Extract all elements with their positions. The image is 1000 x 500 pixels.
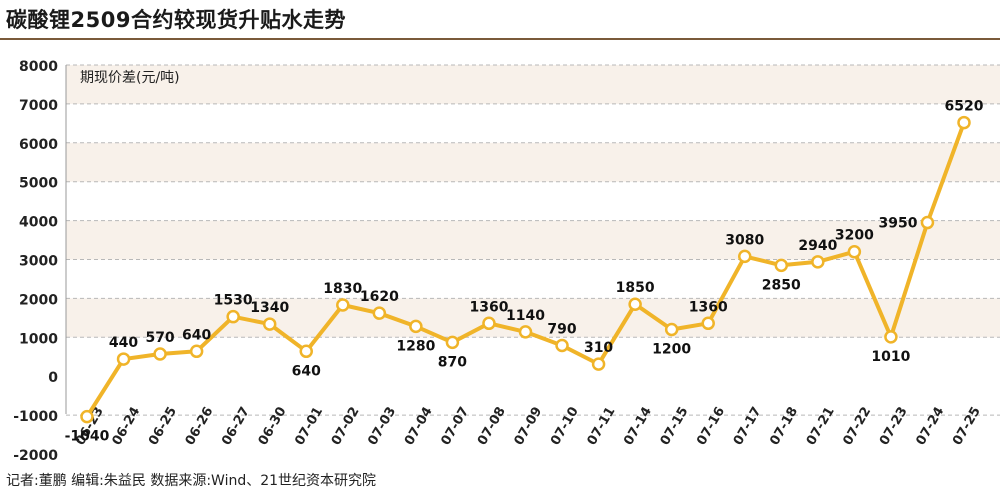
data-point (774, 258, 789, 273)
y-tick-label: 2000 (19, 292, 58, 308)
data-point (299, 344, 313, 359)
data-label: 640 (182, 327, 211, 343)
data-label: 1340 (250, 300, 289, 316)
y-tick-label: 7000 (19, 98, 58, 114)
x-tick-label: 07-11 (585, 404, 619, 448)
data-point (226, 309, 240, 324)
x-tick-label: 07-02 (329, 404, 363, 448)
data-point (518, 325, 533, 339)
data-point (957, 115, 971, 130)
x-tick-label: 07-18 (767, 404, 801, 448)
data-point (884, 330, 898, 344)
x-tick-label: 07-10 (548, 404, 582, 448)
x-tick-label: 07-08 (475, 404, 509, 448)
y-tick-label: 5000 (19, 176, 58, 192)
data-point (847, 244, 862, 259)
data-label: 1850 (616, 280, 655, 296)
x-axis-ticks: 06-23 06-24 06-25 06-26 06-27 06-30 07-01 07-02… (73, 404, 984, 448)
x-tick-label: 07-15 (658, 404, 692, 448)
data-label: 2850 (762, 277, 801, 293)
data-label: 1530 (214, 293, 253, 309)
x-tick-label: 07-24 (914, 404, 948, 448)
background-bands (66, 65, 1000, 338)
x-tick-label: 07-03 (365, 404, 399, 448)
data-label: 3080 (725, 232, 764, 248)
data-label: 790 (547, 321, 576, 337)
data-point (555, 338, 569, 353)
data-point (920, 215, 935, 230)
y-tick-label: -2000 (13, 448, 58, 464)
data-label: 570 (145, 330, 174, 346)
x-tick-label: 07-21 (804, 404, 838, 448)
x-tick-label: 07-25 (950, 404, 984, 448)
y-tick-label: 8000 (19, 59, 58, 75)
band-5000 (66, 142, 1000, 182)
x-tick-label: 06-30 (256, 404, 290, 448)
y-tick-label: 1000 (19, 331, 58, 347)
data-point (701, 316, 715, 331)
data-label: 870 (438, 354, 467, 370)
x-tick-label: 07-22 (840, 404, 874, 448)
y-tick-label: 0 (48, 370, 58, 386)
data-label: 2940 (798, 238, 837, 254)
data-point (591, 357, 606, 371)
data-point (372, 306, 387, 320)
credits-footer: 记者:董鹏 编辑:朱益民 数据来源:Wind、21世纪资本研究院 (6, 473, 377, 489)
data-label: 440 (109, 335, 138, 351)
title-divider (0, 38, 1000, 40)
y-axis-ticks: -2000 -1000 0 1000 2000 3000 4000 5000 6000 7000 8… (13, 59, 58, 464)
data-point (336, 298, 350, 312)
data-label: 1280 (396, 338, 435, 354)
band-7000 (66, 65, 1000, 104)
y-axis-title: 期现价差(元/吨) (80, 70, 180, 86)
x-tick-label: 07-01 (292, 404, 326, 448)
x-tick-label: 07-17 (731, 404, 765, 448)
data-point (409, 319, 423, 334)
data-label: 640 (292, 363, 321, 379)
band-1000 (66, 298, 1000, 338)
data-point (664, 322, 679, 337)
data-label: 1010 (871, 349, 910, 365)
data-label: 1830 (323, 281, 362, 297)
data-label: 3200 (835, 228, 874, 244)
data-label: 1140 (506, 308, 545, 324)
data-point (445, 335, 460, 350)
data-point (80, 409, 94, 424)
x-tick-label: 07-23 (877, 404, 911, 448)
data-point (116, 352, 131, 366)
data-label: 1360 (469, 299, 508, 315)
x-tick-label: 06-27 (219, 404, 253, 448)
chart-title: 碳酸锂2509合约较现货升贴水走势 (6, 8, 346, 32)
data-points (80, 115, 971, 424)
data-point (262, 317, 277, 331)
data-label: 3950 (878, 216, 917, 232)
x-tick-label: 07-04 (402, 404, 436, 448)
y-tick-label: -1000 (13, 409, 58, 425)
data-point (628, 297, 642, 311)
x-tick-label: 07-16 (694, 404, 728, 448)
data-label: 1200 (652, 342, 691, 358)
data-label: 1360 (689, 299, 728, 315)
x-tick-label: 07-07 (438, 404, 472, 448)
y-tick-label: 3000 (19, 254, 58, 270)
gridlines (66, 64, 1000, 416)
data-point (738, 249, 752, 264)
x-tick-label: 07-14 (621, 404, 655, 448)
y-tick-label: 6000 (19, 137, 58, 153)
y-tick-label: 4000 (19, 215, 58, 231)
x-tick-label: 06-26 (183, 404, 217, 448)
data-label: 310 (584, 340, 613, 356)
data-point (189, 344, 204, 359)
data-label: 1620 (360, 289, 399, 305)
x-tick-label: 06-25 (146, 404, 180, 448)
x-tick-label: 06-24 (110, 404, 144, 448)
data-label: -1040 (65, 429, 110, 445)
line-chart: -2000 -1000 0 1000 2000 3000 4000 5000 6000 7000 8… (13, 59, 1000, 464)
data-point (482, 316, 496, 331)
data-point (811, 255, 825, 269)
data-label: 6520 (945, 99, 984, 115)
x-tick-label: 07-09 (512, 404, 546, 448)
data-point (153, 347, 167, 361)
